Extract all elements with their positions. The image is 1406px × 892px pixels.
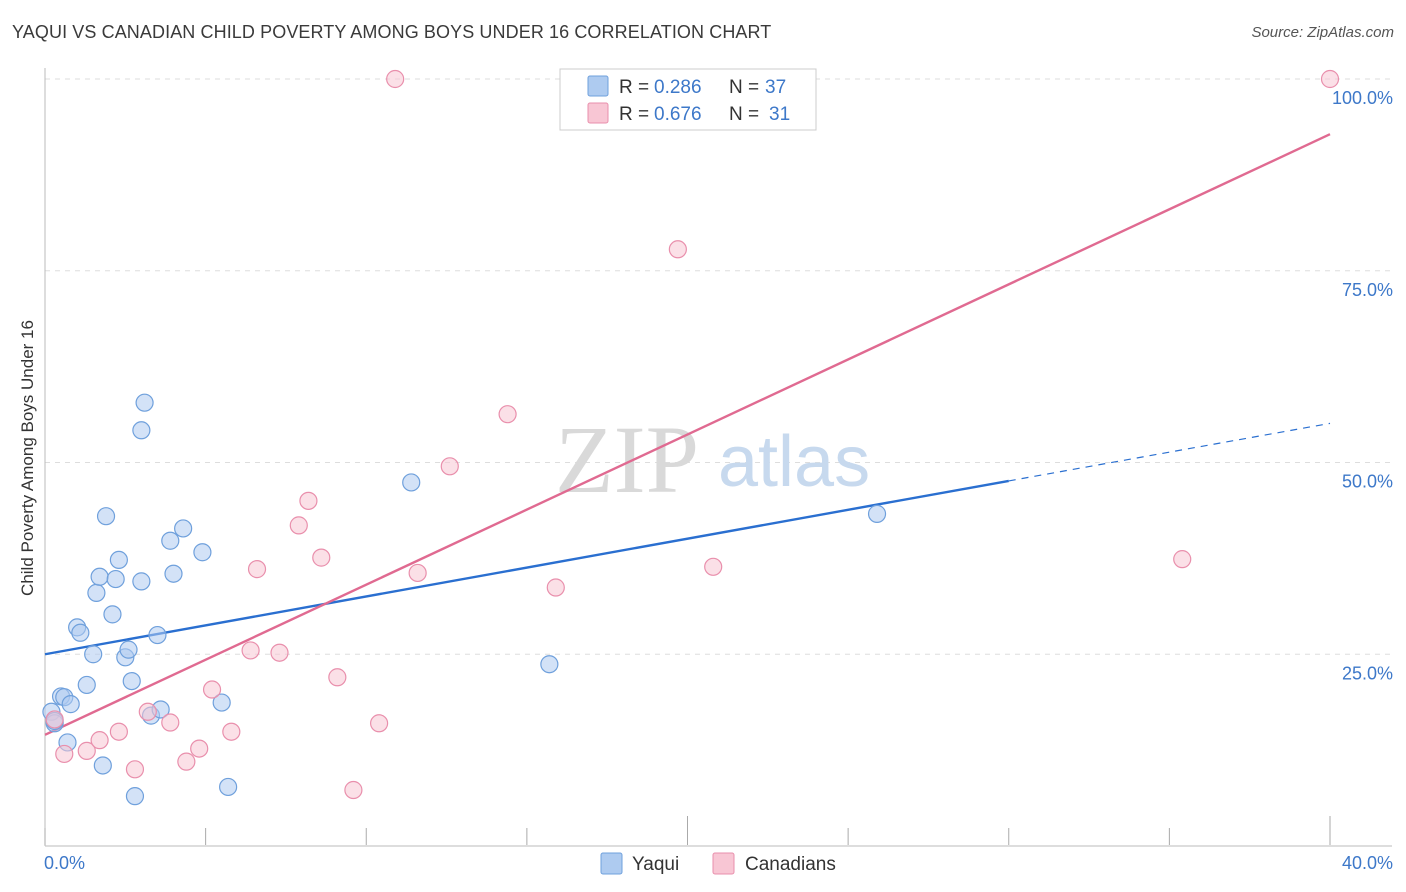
canadian-point: [125, 760, 145, 779]
yaqui-point: [119, 640, 138, 659]
canadian-point: [45, 710, 64, 729]
canadian-point: [440, 457, 459, 476]
bottom-legend-yaqui: Yaqui: [632, 854, 679, 875]
canadian-point: [90, 731, 109, 750]
canadian-point: [222, 722, 241, 741]
canadian-point: [190, 739, 209, 758]
canadian-point: [312, 548, 331, 567]
yaqui-point: [148, 625, 167, 645]
yaqui-point: [174, 519, 193, 538]
canadian-point: [386, 69, 405, 89]
canadian-point: [241, 641, 260, 660]
canadian-point: [138, 702, 157, 721]
yaqui-point: [84, 645, 103, 664]
y-tick-label: 100.0%: [1332, 88, 1393, 108]
bottom-legend: Yaqui Canadians: [600, 852, 836, 875]
yaqui-point: [161, 531, 180, 550]
canadian-point: [247, 560, 267, 579]
canadian-point: [77, 741, 96, 760]
canadian-point: [1320, 69, 1340, 89]
bottom-legend-swatch-canadians: [712, 852, 735, 875]
canadian-point: [498, 405, 517, 424]
legend-swatch-yaqui: [587, 75, 609, 97]
yaqui-point: [61, 695, 80, 714]
yaqui-point: [122, 671, 141, 691]
yaqui-point: [96, 507, 116, 526]
source-label: Source: ZipAtlas.com: [1251, 24, 1394, 41]
yaqui-point: [867, 504, 887, 523]
yaqui-point: [71, 623, 90, 642]
yaqui-point: [212, 693, 231, 712]
canadian-point: [704, 557, 723, 576]
legend-n-label: N =: [729, 77, 759, 98]
canadian-point: [546, 578, 565, 597]
watermark-zip: ZIP: [555, 406, 699, 513]
bottom-legend-canadians: Canadians: [745, 854, 836, 875]
y-axis-label: Child Poverty Among Boys Under 16: [18, 320, 37, 596]
canadian-point: [270, 643, 289, 662]
y-tick-label: 50.0%: [1342, 472, 1393, 492]
y-tick-label: 25.0%: [1342, 663, 1393, 683]
legend-box: R = 0.286 N = 37 R = 0.676 N = 31: [559, 68, 817, 131]
legend-r-value-yaqui: 0.286: [654, 77, 702, 98]
yaqui-point: [103, 605, 122, 624]
x-tick-label-max: 40.0%: [1342, 853, 1393, 873]
canadian-point: [202, 680, 222, 699]
canadian-point: [1173, 550, 1192, 569]
tick-labels: 25.0% 50.0% 75.0% 100.0% 0.0% 40.0%: [44, 88, 1393, 873]
yaqui-point: [87, 583, 106, 602]
yaqui-point: [193, 543, 212, 562]
y-tick-label: 75.0%: [1342, 280, 1393, 300]
yaqui-point: [93, 756, 112, 775]
bottom-legend-swatch-yaqui: [600, 852, 623, 875]
legend-n-label: N =: [729, 104, 759, 125]
yaqui-point: [219, 777, 238, 797]
canadian-point: [109, 722, 128, 741]
legend-r-label: R =: [619, 77, 649, 98]
yaqui-point: [90, 567, 109, 586]
yaqui-point: [135, 393, 154, 412]
canadian-trend-line: [44, 133, 1331, 736]
canadian-point: [299, 491, 318, 510]
data-points: [42, 69, 1340, 806]
watermark-atlas: atlas: [718, 422, 870, 502]
yaqui-point: [164, 564, 183, 583]
grid-lines: [45, 78, 1392, 655]
yaqui-point: [106, 569, 125, 589]
canadian-point: [289, 516, 308, 535]
chart-title: YAQUI VS CANADIAN CHILD POVERTY AMONG BO…: [12, 22, 772, 42]
legend-r-value-canadians: 0.676: [654, 104, 702, 125]
canadian-point: [408, 563, 427, 583]
canadian-point: [55, 744, 74, 764]
canadian-point: [668, 240, 687, 259]
canadian-point: [344, 780, 363, 800]
yaqui-point: [109, 550, 128, 570]
trend-lines: [44, 133, 1331, 736]
yaqui-point: [402, 473, 421, 492]
watermark: ZIP atlas: [555, 406, 870, 513]
legend-n-value-canadians: 31: [769, 104, 790, 125]
yaqui-point: [125, 787, 145, 806]
legend-r-label: R =: [619, 104, 649, 125]
yaqui-trend-extension: [1008, 422, 1331, 482]
canadian-point: [328, 668, 347, 687]
yaqui-point: [132, 421, 151, 440]
yaqui-point: [77, 675, 96, 695]
legend-swatch-canadians: [587, 102, 609, 124]
yaqui-trend-line: [44, 479, 1009, 656]
yaqui-point: [132, 572, 151, 591]
legend-n-value-yaqui: 37: [765, 77, 786, 98]
yaqui-point: [540, 655, 559, 674]
canadian-point: [370, 714, 389, 733]
x-tick-label-min: 0.0%: [44, 853, 85, 873]
canadian-point: [177, 752, 196, 771]
canadian-point: [161, 713, 180, 732]
